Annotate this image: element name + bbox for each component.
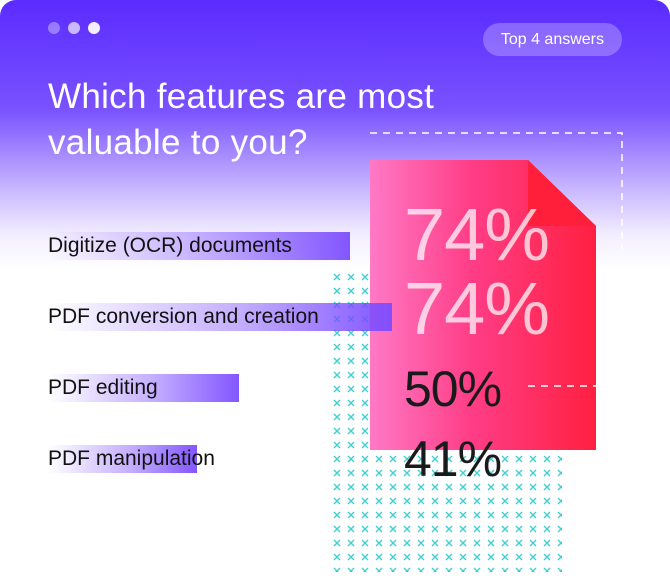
value-label: 74%	[404, 193, 550, 276]
bar-label: PDF editing	[48, 376, 158, 399]
bar-label: PDF conversion and creation	[48, 305, 319, 328]
window-dots-icon	[48, 22, 100, 34]
value-label: 41%	[404, 431, 502, 487]
bar-label: PDF manipulation	[48, 447, 215, 470]
value-label: 74%	[404, 267, 550, 350]
bar	[48, 374, 239, 402]
bar-label: Digitize (OCR) documents	[48, 234, 292, 257]
bar	[48, 232, 350, 260]
window-dot	[88, 22, 100, 34]
chart-title: Which features are most valuable to you?	[48, 77, 435, 162]
document-icon	[370, 160, 596, 450]
bar	[48, 445, 197, 473]
top-answers-badge: Top 4 answers	[482, 23, 622, 56]
window-dot	[48, 22, 60, 34]
window-dot	[68, 22, 80, 34]
value-label: 50%	[404, 361, 502, 417]
